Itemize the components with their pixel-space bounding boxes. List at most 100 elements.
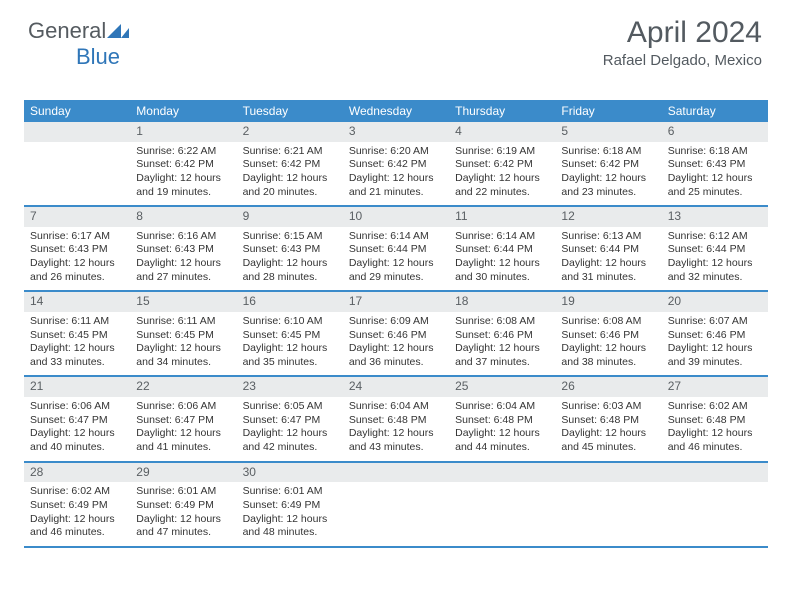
day-number: 15 (130, 292, 236, 312)
daylight-text: Daylight: 12 hours and 33 minutes. (30, 342, 124, 369)
sunset-text: Sunset: 6:46 PM (561, 329, 655, 343)
sunset-text: Sunset: 6:47 PM (136, 414, 230, 428)
day-number: 4 (449, 122, 555, 142)
day-number: 1 (130, 122, 236, 142)
sunset-text: Sunset: 6:44 PM (561, 243, 655, 257)
triangle-icon (107, 24, 121, 38)
day-body: Sunrise: 6:08 AMSunset: 6:46 PMDaylight:… (449, 312, 555, 376)
day-body: Sunrise: 6:03 AMSunset: 6:48 PMDaylight:… (555, 397, 661, 461)
sunrise-text: Sunrise: 6:06 AM (136, 400, 230, 414)
day-number: 11 (449, 207, 555, 227)
day-body: Sunrise: 6:07 AMSunset: 6:46 PMDaylight:… (662, 312, 768, 376)
weekday-label: Friday (555, 100, 661, 122)
day-cell: 18Sunrise: 6:08 AMSunset: 6:46 PMDayligh… (449, 292, 555, 375)
sunrise-text: Sunrise: 6:16 AM (136, 230, 230, 244)
week-row: 1Sunrise: 6:22 AMSunset: 6:42 PMDaylight… (24, 122, 768, 207)
calendar: Sunday Monday Tuesday Wednesday Thursday… (24, 100, 768, 548)
daylight-text: Daylight: 12 hours and 46 minutes. (668, 427, 762, 454)
daylight-text: Daylight: 12 hours and 23 minutes. (561, 172, 655, 199)
day-number: 3 (343, 122, 449, 142)
day-cell: 6Sunrise: 6:18 AMSunset: 6:43 PMDaylight… (662, 122, 768, 205)
day-cell: 14Sunrise: 6:11 AMSunset: 6:45 PMDayligh… (24, 292, 130, 375)
day-number (24, 122, 130, 142)
daylight-text: Daylight: 12 hours and 43 minutes. (349, 427, 443, 454)
sunrise-text: Sunrise: 6:04 AM (349, 400, 443, 414)
day-cell: 1Sunrise: 6:22 AMSunset: 6:42 PMDaylight… (130, 122, 236, 205)
day-number: 17 (343, 292, 449, 312)
sunset-text: Sunset: 6:45 PM (136, 329, 230, 343)
sunrise-text: Sunrise: 6:22 AM (136, 145, 230, 159)
day-body: Sunrise: 6:18 AMSunset: 6:43 PMDaylight:… (662, 142, 768, 206)
day-number: 27 (662, 377, 768, 397)
sunrise-text: Sunrise: 6:07 AM (668, 315, 762, 329)
day-cell: 19Sunrise: 6:08 AMSunset: 6:46 PMDayligh… (555, 292, 661, 375)
daylight-text: Daylight: 12 hours and 25 minutes. (668, 172, 762, 199)
day-body: Sunrise: 6:10 AMSunset: 6:45 PMDaylight:… (237, 312, 343, 376)
weekday-label: Saturday (662, 100, 768, 122)
day-body: Sunrise: 6:17 AMSunset: 6:43 PMDaylight:… (24, 227, 130, 291)
day-number: 19 (555, 292, 661, 312)
day-body: Sunrise: 6:15 AMSunset: 6:43 PMDaylight:… (237, 227, 343, 291)
daylight-text: Daylight: 12 hours and 47 minutes. (136, 513, 230, 540)
day-body: Sunrise: 6:18 AMSunset: 6:42 PMDaylight:… (555, 142, 661, 206)
sunset-text: Sunset: 6:49 PM (136, 499, 230, 513)
sunrise-text: Sunrise: 6:02 AM (30, 485, 124, 499)
day-number: 14 (24, 292, 130, 312)
day-cell: 22Sunrise: 6:06 AMSunset: 6:47 PMDayligh… (130, 377, 236, 460)
day-cell: 26Sunrise: 6:03 AMSunset: 6:48 PMDayligh… (555, 377, 661, 460)
day-cell: 17Sunrise: 6:09 AMSunset: 6:46 PMDayligh… (343, 292, 449, 375)
daylight-text: Daylight: 12 hours and 44 minutes. (455, 427, 549, 454)
day-number: 8 (130, 207, 236, 227)
daylight-text: Daylight: 12 hours and 39 minutes. (668, 342, 762, 369)
daylight-text: Daylight: 12 hours and 34 minutes. (136, 342, 230, 369)
day-body: Sunrise: 6:14 AMSunset: 6:44 PMDaylight:… (449, 227, 555, 291)
sunset-text: Sunset: 6:48 PM (668, 414, 762, 428)
day-number: 12 (555, 207, 661, 227)
day-body: Sunrise: 6:22 AMSunset: 6:42 PMDaylight:… (130, 142, 236, 206)
day-body: Sunrise: 6:04 AMSunset: 6:48 PMDaylight:… (343, 397, 449, 461)
sunset-text: Sunset: 6:42 PM (136, 158, 230, 172)
day-number (449, 463, 555, 483)
sunset-text: Sunset: 6:43 PM (136, 243, 230, 257)
day-cell (343, 463, 449, 546)
day-body: Sunrise: 6:16 AMSunset: 6:43 PMDaylight:… (130, 227, 236, 291)
sunrise-text: Sunrise: 6:13 AM (561, 230, 655, 244)
sunrise-text: Sunrise: 6:06 AM (30, 400, 124, 414)
daylight-text: Daylight: 12 hours and 32 minutes. (668, 257, 762, 284)
month-title: April 2024 (603, 16, 762, 50)
triangle-icon (121, 28, 129, 38)
daylight-text: Daylight: 12 hours and 41 minutes. (136, 427, 230, 454)
sunrise-text: Sunrise: 6:08 AM (455, 315, 549, 329)
daylight-text: Daylight: 12 hours and 45 minutes. (561, 427, 655, 454)
day-number: 23 (237, 377, 343, 397)
day-cell: 28Sunrise: 6:02 AMSunset: 6:49 PMDayligh… (24, 463, 130, 546)
brand-logo: General Blue (28, 18, 129, 70)
sunrise-text: Sunrise: 6:18 AM (668, 145, 762, 159)
sunrise-text: Sunrise: 6:04 AM (455, 400, 549, 414)
brand-part1: General (28, 18, 106, 43)
daylight-text: Daylight: 12 hours and 40 minutes. (30, 427, 124, 454)
day-body: Sunrise: 6:11 AMSunset: 6:45 PMDaylight:… (24, 312, 130, 376)
daylight-text: Daylight: 12 hours and 38 minutes. (561, 342, 655, 369)
weekday-label: Thursday (449, 100, 555, 122)
sunrise-text: Sunrise: 6:19 AM (455, 145, 549, 159)
day-number: 24 (343, 377, 449, 397)
day-cell: 7Sunrise: 6:17 AMSunset: 6:43 PMDaylight… (24, 207, 130, 290)
sunset-text: Sunset: 6:46 PM (455, 329, 549, 343)
day-number: 26 (555, 377, 661, 397)
week-row: 28Sunrise: 6:02 AMSunset: 6:49 PMDayligh… (24, 463, 768, 548)
day-body: Sunrise: 6:13 AMSunset: 6:44 PMDaylight:… (555, 227, 661, 291)
sunrise-text: Sunrise: 6:03 AM (561, 400, 655, 414)
day-cell: 13Sunrise: 6:12 AMSunset: 6:44 PMDayligh… (662, 207, 768, 290)
week-row: 21Sunrise: 6:06 AMSunset: 6:47 PMDayligh… (24, 377, 768, 462)
day-body: Sunrise: 6:01 AMSunset: 6:49 PMDaylight:… (130, 482, 236, 546)
day-cell: 11Sunrise: 6:14 AMSunset: 6:44 PMDayligh… (449, 207, 555, 290)
daylight-text: Daylight: 12 hours and 48 minutes. (243, 513, 337, 540)
day-body: Sunrise: 6:14 AMSunset: 6:44 PMDaylight:… (343, 227, 449, 291)
sunset-text: Sunset: 6:45 PM (243, 329, 337, 343)
day-cell: 4Sunrise: 6:19 AMSunset: 6:42 PMDaylight… (449, 122, 555, 205)
day-cell: 9Sunrise: 6:15 AMSunset: 6:43 PMDaylight… (237, 207, 343, 290)
day-number (555, 463, 661, 483)
sunrise-text: Sunrise: 6:14 AM (455, 230, 549, 244)
day-number: 20 (662, 292, 768, 312)
